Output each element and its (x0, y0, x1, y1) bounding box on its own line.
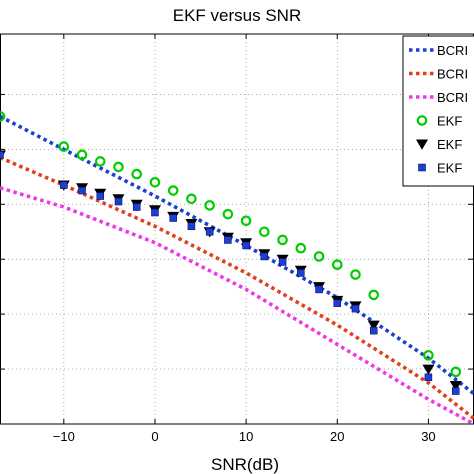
data-point (60, 181, 68, 189)
data-point (167, 185, 179, 196)
x-tick-label: 0 (151, 429, 158, 444)
data-point (450, 366, 462, 378)
data-point (222, 208, 234, 220)
legend-item: BCRI (409, 43, 468, 58)
data-point (58, 141, 70, 152)
data-point (151, 208, 159, 217)
chart-title: EKF versus SNR (173, 6, 301, 25)
x-tick-label: −10 (53, 429, 75, 444)
legend-box (402, 35, 474, 187)
series-5 (0, 151, 460, 395)
legend-label: BCRI (437, 43, 468, 58)
data-point (131, 168, 143, 180)
legend-swatch (418, 163, 426, 172)
legend-label: BCRI (437, 90, 468, 105)
data-point (333, 299, 342, 307)
data-point (259, 226, 270, 238)
data-point (76, 149, 88, 161)
series-1 (0, 155, 474, 420)
data-point (204, 200, 215, 211)
data-point (260, 252, 269, 261)
data-point (149, 177, 161, 188)
data-point (297, 269, 305, 277)
data-point (78, 186, 86, 195)
data-point (242, 241, 250, 250)
data-point (350, 269, 361, 280)
data-point (96, 192, 105, 200)
legend-item: BCRI (409, 67, 468, 82)
data-point (114, 197, 123, 206)
legend-label: EKF (437, 114, 462, 129)
data-point (351, 304, 360, 313)
x-tick-label: 20 (330, 429, 344, 444)
legend-item: EKF (416, 137, 462, 152)
data-point (369, 326, 378, 335)
data-point (0, 111, 6, 122)
legend-swatch (416, 139, 428, 150)
data-point (423, 350, 434, 361)
legend-label: BCRI (437, 67, 468, 82)
series-line (0, 155, 474, 420)
data-point (240, 215, 252, 227)
data-point (452, 387, 460, 395)
series-group (0, 111, 474, 426)
data-point (278, 258, 287, 266)
data-point (368, 289, 380, 301)
series-2 (0, 186, 474, 426)
data-point (449, 381, 462, 392)
data-point (422, 364, 435, 375)
series-line (0, 186, 474, 426)
data-point (277, 234, 288, 246)
data-point (132, 203, 141, 211)
data-point (0, 151, 4, 159)
data-point (295, 242, 307, 254)
data-point (224, 236, 232, 244)
x-tick-label: 30 (421, 429, 435, 444)
data-point (315, 285, 323, 294)
plot-area (0, 33, 474, 425)
data-point (94, 156, 106, 167)
legend-label: EKF (437, 137, 462, 152)
data-point (187, 222, 196, 231)
legend-item: EKF (418, 161, 462, 176)
data-point (367, 320, 380, 331)
x-tick-label: 10 (239, 429, 253, 444)
legend-swatch (416, 115, 428, 126)
legend: BCRI BCRI BCRI EKF EKF EKF (402, 35, 474, 187)
series-line (0, 114, 474, 396)
data-point (205, 227, 214, 236)
data-point (313, 251, 325, 262)
legend-label: EKF (437, 161, 462, 176)
legend-item: BCRI (409, 90, 468, 105)
data-point (186, 193, 197, 205)
series-3 (0, 111, 462, 378)
x-axis-label: SNR(dB) (211, 455, 279, 474)
series-0 (0, 114, 474, 396)
data-point (169, 214, 177, 222)
data-point (113, 161, 124, 173)
data-point (424, 373, 433, 382)
legend-item: EKF (416, 114, 462, 129)
data-point (331, 259, 343, 271)
